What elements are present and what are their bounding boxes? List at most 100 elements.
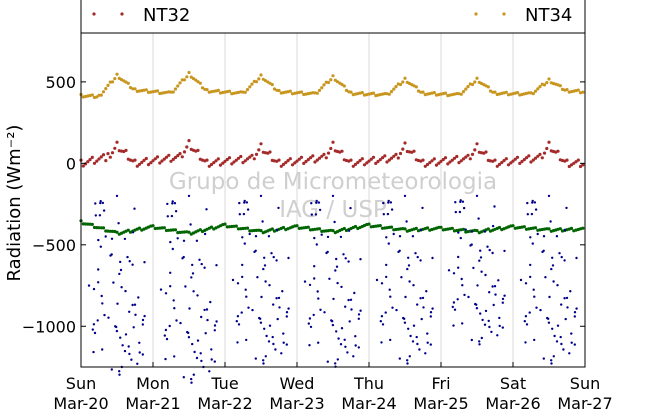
data-point — [175, 319, 178, 322]
data-point — [306, 225, 310, 229]
data-point — [203, 308, 206, 312]
data-point — [529, 263, 532, 267]
data-point — [563, 259, 566, 262]
data-point — [169, 285, 172, 288]
data-point — [106, 229, 110, 233]
data-point — [403, 194, 407, 198]
data-point — [185, 75, 189, 79]
data-point — [186, 330, 189, 334]
data-point — [158, 161, 162, 165]
series-unnamed-2 — [87, 194, 578, 384]
data-point — [401, 80, 405, 84]
data-point — [179, 321, 182, 325]
data-point — [176, 84, 180, 88]
data-point — [101, 153, 106, 157]
data-point — [387, 158, 391, 162]
data-point — [527, 154, 531, 158]
data-point — [349, 158, 353, 162]
data-point — [133, 207, 136, 210]
data-point — [307, 322, 310, 325]
data-point — [367, 222, 371, 226]
data-point — [173, 307, 176, 310]
data-point — [576, 158, 580, 162]
data-point — [116, 302, 119, 305]
data-point — [182, 239, 186, 242]
data-point — [479, 249, 482, 252]
data-point — [178, 81, 182, 85]
data-point — [411, 235, 415, 238]
data-point — [481, 318, 484, 322]
data-point — [432, 91, 436, 95]
data-point — [174, 210, 178, 213]
data-point — [520, 159, 524, 164]
data-point — [126, 255, 129, 259]
data-point — [101, 348, 104, 351]
data-point — [187, 194, 191, 198]
data-point — [488, 291, 491, 294]
data-point — [403, 321, 407, 324]
data-point — [131, 231, 135, 234]
data-point — [97, 93, 101, 97]
data-point — [173, 355, 176, 358]
data-point — [92, 323, 96, 326]
data-point — [331, 74, 335, 78]
data-point — [488, 325, 491, 329]
data-point — [86, 160, 90, 164]
data-point — [547, 194, 551, 198]
data-point — [562, 348, 565, 351]
data-point — [408, 280, 411, 283]
data-point — [416, 303, 419, 306]
data-point — [279, 164, 283, 168]
data-point — [545, 146, 549, 151]
data-point — [180, 155, 184, 159]
data-point — [171, 247, 174, 251]
data-point — [250, 229, 254, 233]
data-point — [326, 235, 330, 239]
data-point — [146, 163, 151, 167]
data-point — [236, 315, 240, 318]
data-point — [475, 229, 479, 233]
data-point — [254, 357, 257, 360]
data-point — [308, 344, 311, 347]
data-point — [558, 84, 562, 88]
data-point — [110, 229, 115, 233]
data-point — [113, 77, 117, 81]
data-point — [322, 152, 326, 156]
data-point — [354, 344, 357, 347]
data-point — [457, 255, 460, 259]
data-point — [385, 160, 389, 164]
data-point — [396, 156, 400, 160]
data-point — [117, 222, 120, 225]
data-point — [533, 156, 538, 160]
data-point — [483, 230, 487, 233]
data-point — [542, 249, 545, 252]
data-point — [159, 288, 163, 291]
data-point — [282, 341, 285, 344]
data-point — [470, 338, 473, 342]
data-point — [315, 199, 318, 203]
data-point — [419, 297, 422, 300]
axes: SunMar-20MonMar-21TueMar-22WedMar-23ThuM… — [22, 73, 613, 409]
data-point — [308, 156, 313, 160]
data-point — [272, 255, 275, 259]
data-point — [243, 201, 246, 204]
data-point — [473, 148, 477, 152]
data-point — [172, 299, 175, 302]
data-point — [245, 157, 250, 161]
data-point — [94, 214, 98, 217]
data-point — [258, 316, 261, 320]
data-point — [457, 161, 461, 165]
data-point — [303, 280, 307, 283]
data-point — [196, 148, 200, 152]
data-point — [466, 153, 470, 157]
data-point — [263, 327, 266, 330]
data-point — [353, 224, 358, 229]
data-point — [126, 81, 130, 85]
data-point — [187, 336, 191, 339]
data-point — [124, 148, 128, 152]
data-point — [407, 327, 410, 330]
data-point — [320, 154, 324, 158]
data-point — [470, 243, 473, 246]
data-point — [538, 85, 542, 89]
